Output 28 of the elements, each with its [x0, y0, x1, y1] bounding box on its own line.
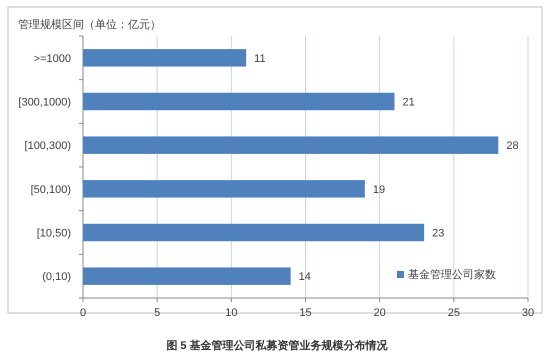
- y-axis-title: 管理规模区间（单位：亿元）: [18, 18, 161, 31]
- text: 图 5 基金管理公司私募资管业务规模分布情况: [166, 339, 389, 352]
- data-label: 11: [254, 52, 266, 65]
- x-tick-label: 20: [374, 307, 386, 319]
- data-label: 21: [402, 96, 415, 108]
- bar: [83, 92, 394, 110]
- bar: [83, 267, 291, 285]
- bar: [83, 49, 246, 67]
- x-tick-label: 5: [154, 307, 160, 319]
- data-label: 14: [298, 271, 311, 284]
- x-tick-label: 25: [448, 307, 460, 319]
- data-label: 19: [372, 184, 386, 196]
- y-tick-label: >=1000: [34, 52, 71, 65]
- y-tick-label: [100,300): [24, 140, 71, 152]
- legend-label: 基金管理公司家数: [408, 268, 496, 281]
- x-tick-label: 15: [299, 307, 312, 319]
- y-tick-label: (0,10): [42, 271, 71, 284]
- x-tick-label: 10: [225, 307, 238, 319]
- data-label: 23: [432, 228, 444, 240]
- bar: [83, 180, 365, 198]
- y-tick-label: [300,1000): [18, 96, 71, 108]
- y-tick-label: [10,50): [36, 228, 71, 240]
- x-tick-label: 0: [80, 307, 86, 319]
- data-label: 28: [506, 140, 519, 152]
- y-tick-label: [50,100): [30, 184, 71, 196]
- bar: [83, 224, 424, 242]
- x-tick-label: 30: [522, 307, 534, 319]
- bar: [83, 136, 498, 154]
